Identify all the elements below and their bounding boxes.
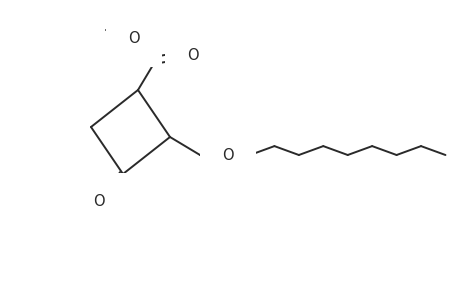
- Text: O: O: [93, 194, 105, 209]
- Text: O: O: [187, 47, 198, 62]
- Text: O: O: [222, 148, 233, 163]
- Text: O: O: [128, 31, 140, 46]
